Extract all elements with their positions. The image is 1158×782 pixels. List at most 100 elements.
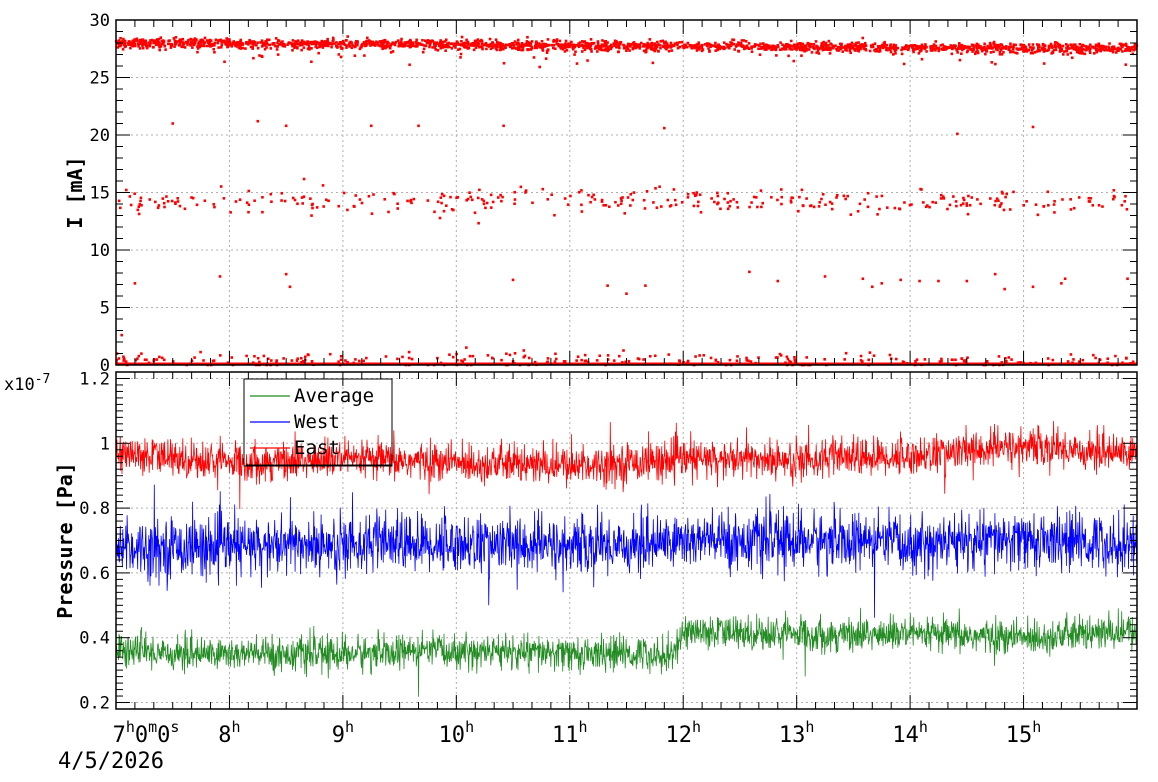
current-point xyxy=(307,46,311,50)
current-point xyxy=(820,42,823,45)
current-point xyxy=(443,40,447,43)
current-point xyxy=(883,42,887,46)
current-point xyxy=(1117,49,1120,53)
current-point xyxy=(949,44,953,47)
current-point xyxy=(387,210,390,214)
current-point xyxy=(685,45,689,49)
current-point xyxy=(767,44,770,48)
current-point xyxy=(907,47,910,50)
current-point xyxy=(268,43,272,47)
current-point xyxy=(1015,51,1019,55)
current-point xyxy=(844,197,847,201)
current-point xyxy=(702,354,706,357)
current-point xyxy=(580,50,584,53)
current-outlier-point xyxy=(284,272,288,276)
current-point xyxy=(695,43,699,46)
current-point xyxy=(474,46,478,50)
current-point xyxy=(358,47,362,51)
current-point xyxy=(1074,48,1078,51)
current-point xyxy=(862,45,866,49)
current-point xyxy=(923,358,927,361)
current-point xyxy=(942,197,946,200)
current-point xyxy=(670,44,674,47)
current-point xyxy=(1065,49,1068,53)
current-point xyxy=(778,352,782,356)
current-point xyxy=(604,48,607,52)
current-point xyxy=(1066,44,1069,47)
current-point xyxy=(955,204,958,208)
current-point xyxy=(500,46,504,50)
current-point xyxy=(1088,43,1092,47)
current-point xyxy=(941,195,945,198)
current-point xyxy=(992,50,995,54)
current-point xyxy=(208,38,212,42)
current-point xyxy=(553,360,557,363)
current-point xyxy=(396,207,400,210)
current-point xyxy=(729,199,732,203)
current-point xyxy=(1112,194,1116,198)
current-point xyxy=(805,356,809,359)
current-point xyxy=(603,43,607,47)
current-point xyxy=(133,38,136,41)
current-point xyxy=(468,354,472,358)
current-point xyxy=(425,40,428,44)
current-point xyxy=(693,45,696,48)
current-point xyxy=(990,61,994,64)
current-point xyxy=(607,205,611,209)
current-point xyxy=(238,198,242,202)
current-point xyxy=(485,43,488,47)
time-tick-hour-unit: h xyxy=(345,718,354,736)
current-point xyxy=(662,41,666,44)
current-point xyxy=(563,46,567,50)
current-point xyxy=(1000,361,1004,364)
current-point xyxy=(593,198,597,201)
current-point xyxy=(1038,45,1041,49)
current-point xyxy=(842,194,846,198)
time-tick-hour: 15 xyxy=(1006,723,1033,748)
current-point xyxy=(157,37,161,41)
current-outlier-point xyxy=(644,284,647,287)
current-point xyxy=(406,199,409,203)
current-point xyxy=(295,45,298,49)
current-point xyxy=(158,41,161,45)
current-point xyxy=(996,48,999,52)
legend-label-east: East xyxy=(294,437,340,459)
current-point xyxy=(247,189,251,193)
current-point xyxy=(627,44,631,47)
current-point xyxy=(770,196,773,199)
current-point xyxy=(972,43,975,47)
time-tick-minutes: 0 xyxy=(135,723,148,748)
current-point xyxy=(499,41,502,45)
current-point xyxy=(864,44,868,48)
current-point xyxy=(298,41,302,45)
current-point xyxy=(191,196,195,200)
current-point xyxy=(846,45,850,49)
current-point xyxy=(364,40,368,43)
current-point xyxy=(680,201,684,204)
current-point xyxy=(681,44,684,48)
current-point xyxy=(606,41,609,44)
current-point xyxy=(1131,52,1135,56)
current-point xyxy=(934,40,938,43)
current-point xyxy=(396,39,400,42)
current-point xyxy=(437,44,441,48)
current-point xyxy=(226,45,230,49)
current-point xyxy=(196,47,200,50)
current-point xyxy=(653,44,657,47)
current-point xyxy=(1124,47,1128,51)
current-point xyxy=(569,43,573,47)
current-point xyxy=(740,39,744,42)
current-point xyxy=(812,43,815,46)
current-point xyxy=(748,205,751,209)
current-point xyxy=(484,41,488,45)
current-point xyxy=(163,44,167,48)
current-point xyxy=(261,195,264,199)
current-point xyxy=(958,58,962,62)
current-point xyxy=(771,44,775,48)
current-point xyxy=(631,198,635,202)
current-point xyxy=(465,346,468,349)
current-point xyxy=(219,185,223,188)
current-point xyxy=(989,43,992,46)
current-point xyxy=(618,354,621,358)
current-point xyxy=(1002,50,1005,54)
